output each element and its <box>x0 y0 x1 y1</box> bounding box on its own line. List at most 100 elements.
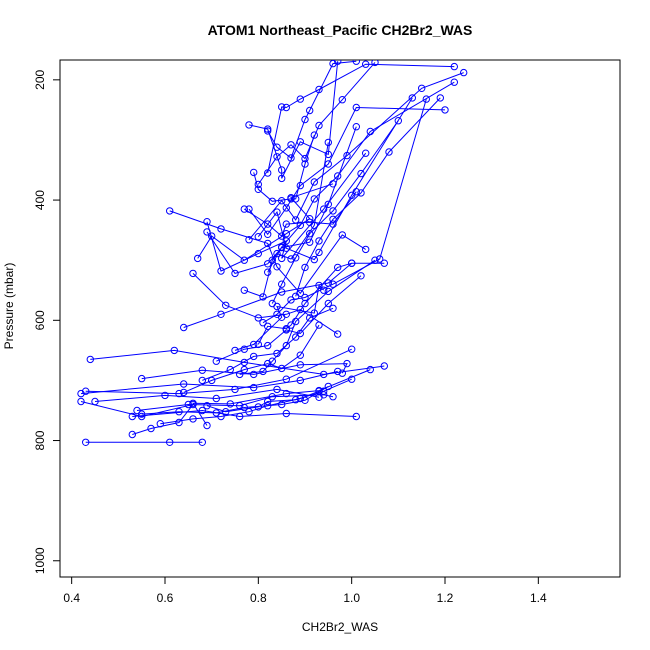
data-point <box>329 304 337 312</box>
series-line-27 <box>257 262 352 345</box>
data-point <box>273 153 281 161</box>
data-point <box>292 317 300 326</box>
data-point <box>292 333 300 341</box>
y-tick-label: 200 <box>33 70 47 90</box>
data-point <box>394 117 402 125</box>
series-line-5 <box>85 348 352 395</box>
series-layer <box>77 60 468 446</box>
data-point <box>82 438 90 446</box>
data-point <box>287 255 295 263</box>
data-point <box>357 189 365 197</box>
data-point <box>245 121 253 129</box>
data-point <box>338 231 346 239</box>
data-point <box>259 367 267 376</box>
data-point <box>315 237 323 245</box>
data-point <box>352 60 360 65</box>
data-point <box>357 272 365 280</box>
data-point <box>282 237 290 245</box>
series-line-19 <box>267 63 455 174</box>
data-point <box>287 195 295 203</box>
data-point <box>128 412 137 421</box>
data-point <box>334 367 342 376</box>
data-point <box>296 221 304 230</box>
data-point <box>240 365 249 374</box>
x-axis: 0.4 0.6 0.8 1.0 1.2 1.4 <box>63 576 547 605</box>
data-point <box>264 397 272 406</box>
data-point <box>268 299 276 308</box>
data-point <box>376 255 384 263</box>
data-point <box>254 185 262 194</box>
data-point <box>282 389 290 398</box>
data-point <box>180 380 188 388</box>
data-point <box>310 178 318 186</box>
x-tick-label: 1.2 <box>437 591 454 605</box>
data-point <box>86 355 95 364</box>
data-point <box>175 418 183 427</box>
data-point <box>198 438 207 446</box>
data-point <box>282 375 290 383</box>
data-point <box>264 220 272 228</box>
data-point <box>254 233 262 241</box>
data-point <box>348 191 356 200</box>
data-point <box>315 121 323 130</box>
data-point <box>301 115 309 124</box>
data-point <box>315 321 323 329</box>
data-point <box>203 218 211 226</box>
series-line-32 <box>183 324 320 393</box>
data-point <box>301 160 309 168</box>
data-point <box>450 78 458 86</box>
data-point <box>282 220 290 228</box>
data-point <box>273 208 281 216</box>
data-point <box>264 359 272 368</box>
data-point <box>147 424 155 433</box>
data-point <box>240 403 249 412</box>
data-point <box>292 195 300 203</box>
data-point <box>348 375 356 383</box>
data-point <box>240 345 249 353</box>
data-point <box>436 94 444 102</box>
data-point <box>348 259 356 267</box>
data-point <box>208 376 216 385</box>
data-point <box>203 402 211 410</box>
data-point <box>264 268 272 276</box>
data-point <box>301 299 309 308</box>
data-point <box>282 103 290 112</box>
data-point <box>264 402 272 410</box>
data-point <box>156 420 165 428</box>
data-point <box>198 376 207 385</box>
data-point <box>278 174 286 183</box>
data-point <box>329 207 337 215</box>
data-point <box>250 383 258 392</box>
y-tick-label: 600 <box>33 310 47 330</box>
series-line-8 <box>141 363 348 380</box>
data-point <box>198 366 207 374</box>
data-point <box>418 84 426 93</box>
data-point <box>273 249 281 258</box>
x-axis-label: CH2Br2_WAS <box>302 620 378 634</box>
data-point <box>278 400 286 409</box>
data-point <box>240 205 249 213</box>
data-point <box>166 438 174 446</box>
data-point <box>366 127 374 136</box>
series-line-3 <box>90 349 385 375</box>
data-point <box>315 387 323 395</box>
data-point <box>343 359 351 368</box>
series-line-28 <box>234 284 325 351</box>
series-line-30 <box>216 275 362 362</box>
data-point <box>422 95 430 103</box>
data-point <box>296 394 304 403</box>
data-point <box>306 238 314 246</box>
data-point <box>296 376 304 385</box>
data-point <box>315 281 323 290</box>
data-point <box>128 430 137 439</box>
data-point <box>371 60 379 67</box>
data-point <box>296 95 304 103</box>
data-point <box>273 385 281 394</box>
data-point <box>240 286 249 294</box>
y-tick-label: 400 <box>33 190 47 210</box>
data-point <box>259 293 267 301</box>
data-point <box>324 150 332 159</box>
data-point <box>320 205 328 213</box>
